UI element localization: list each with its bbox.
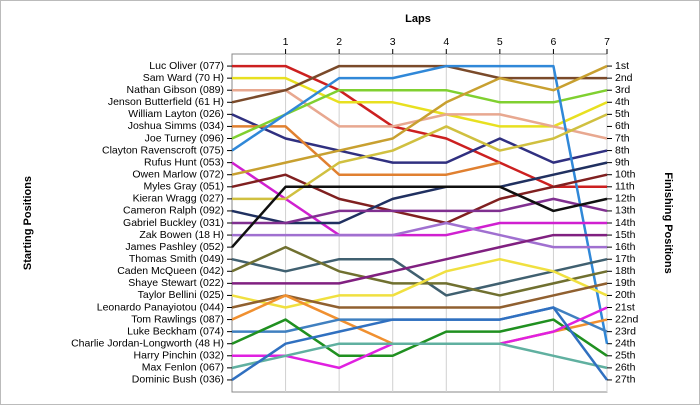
driver-line [232,64,607,189]
y2-tick-label: 15th [615,229,636,241]
y2-tick-label: 12th [615,193,636,205]
driver-line [232,221,607,249]
y2-tick-label: 19th [615,277,636,289]
driver-label: Charlie Jordan-Longworth (48 H) [71,337,224,349]
driver-line [232,125,501,176]
driver-label: Joshua Simms (034) [128,120,224,132]
driver-line [231,306,609,381]
driver-label: Rufus Hunt (053) [144,156,224,168]
driver-line [231,282,608,309]
y2-tick-label: 13th [615,205,636,217]
driver-label: Cameron Ralph (092) [123,205,224,217]
y2-tick-label: 3rd [615,84,630,96]
y2-tick-label: 5th [615,108,630,120]
y2-tick-label: 18th [615,265,636,277]
driver-line [231,257,608,309]
driver-line [232,197,608,225]
driver-line [231,64,607,104]
y2-tick-label: 25th [615,350,636,362]
driver-label: Tom Rawlings (087) [131,313,224,325]
driver-line [231,185,608,248]
driver-line [231,173,608,225]
y2-tick-label: 4th [615,96,630,108]
driver-label: Myles Gray (051) [143,181,224,193]
driver-label: Shaye Stewart (022) [128,277,224,289]
driver-line [231,257,608,297]
y2-tick-label: 17th [615,253,636,265]
driver-line [231,113,608,164]
driver-label: Luke Beckham (074) [127,325,224,337]
driver-label: Dominic Bush (036) [132,374,224,386]
driver-line [232,76,608,128]
y2-tick-label: 8th [615,144,630,156]
driver-label: Taylor Bellini (025) [138,289,224,301]
y-axis-title: Starting Positions [22,176,34,270]
driver-label: Caden McQueen (042) [117,265,224,277]
driver-label: Jenson Butterfield (61 H) [108,96,224,108]
driver-line [231,64,609,344]
x-tick-label: 4 [443,36,449,48]
y2-tick-label: 1st [615,60,629,72]
y2-tick-label: 24th [615,337,636,349]
driver-label: William Layton (026) [128,108,224,120]
y2-tick-label: 16th [615,241,636,253]
driver-label: Kieran Wragg (027) [133,193,224,205]
x-tick-label: 7 [604,36,610,48]
x-tick-label: 6 [551,36,557,48]
y2-tick-label: 26th [615,362,636,374]
y2-axis-title: Finishing Positions [662,172,674,273]
driver-label: Leonardo Panayiotou (044) [97,301,224,313]
y2-tick-label: 7th [615,132,630,144]
driver-line [232,113,608,201]
y2-tick-label: 27th [615,374,636,386]
driver-line [231,161,607,237]
driver-label: Luc Oliver (077) [149,60,224,72]
y2-tick-label: 2nd [615,72,633,84]
driver-label: Owen Marlow (072) [132,168,224,180]
x-tick-label: 2 [336,36,342,48]
driver-label: Joe Turney (096) [145,132,224,144]
driver-line [231,64,608,176]
driver-line [231,88,608,140]
chart-title: Laps [405,13,431,25]
driver-label: Sam Ward (70 H) [143,72,224,84]
y2-tick-label: 9th [615,156,630,168]
driver-label: Harry Pinchin (032) [134,350,224,362]
driver-line [231,161,608,225]
x-tick-label: 1 [283,36,289,48]
y2-tick-label: 14th [615,217,636,229]
driver-line [232,233,607,285]
y2-tick-label: 11th [615,181,635,193]
driver-line [231,342,608,370]
driver-label: Max Fenlon (067) [142,362,224,374]
driver-label: Gabriel Buckley (031) [123,217,224,229]
driver-label: Nathan Gibson (089) [127,84,224,96]
driver-label: James Pashley (052) [125,241,224,253]
driver-label: Thomas Smith (049) [129,253,224,265]
y2-tick-label: 10th [615,168,636,180]
y2-tick-label: 6th [615,120,630,132]
x-tick-label: 5 [497,36,503,48]
y2-tick-label: 22nd [615,313,639,325]
x-tick-label: 3 [390,36,396,48]
y2-tick-label: 23rd [615,325,636,337]
driver-label: Clayton Ravenscroft (075) [102,144,224,156]
y2-tick-label: 20th [615,289,636,301]
driver-label: Zak Bowen (18 H) [139,229,224,241]
y2-tick-label: 21st [615,301,635,313]
